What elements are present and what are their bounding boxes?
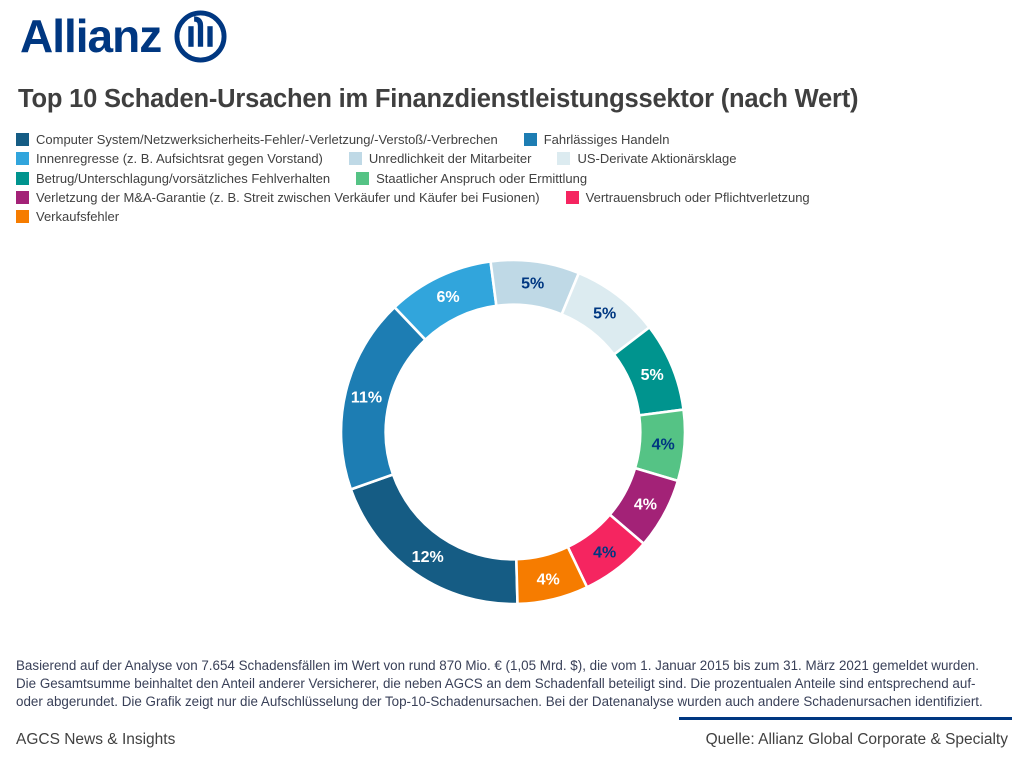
allianz-emblem-icon <box>174 10 227 63</box>
footer-source-text: Quelle: Allianz Global Corporate & Speci… <box>705 731 1008 748</box>
donut-segment-label: 4% <box>634 497 657 514</box>
donut-chart: 12% 11% 6% 5% 5% 5% 4% 4% 4% 4% <box>339 258 687 606</box>
footer-left-text: AGCS News & Insights <box>16 731 176 748</box>
legend-item: Betrug/Unterschlagung/vorsätzliches Fehl… <box>16 171 330 186</box>
legend-item: Fahrlässiges Handeln <box>523 132 670 148</box>
donut-segment-0 <box>349 472 519 606</box>
legend-item: Verkaufsfehler <box>16 209 119 224</box>
legend-row: Computer System/Netzwerksicherheits-Fehl… <box>16 130 836 149</box>
legend-label: Verletzung der M&A-Garantie (z. B. Strei… <box>36 190 540 206</box>
legend-label: Computer System/Netzwerksicherheits-Fehl… <box>36 132 498 148</box>
footer-row: AGCS News & Insights Quelle: Allianz Glo… <box>16 731 1008 749</box>
legend-item: Innenregresse (z. B. Aufsichtsrat gegen … <box>16 151 323 166</box>
legend-item: Computer System/Netzwerksicherheits-Fehl… <box>16 132 498 147</box>
donut-segment-9 <box>514 545 589 606</box>
legend-swatch-icon <box>16 191 29 205</box>
donut-segment-label: 4% <box>537 571 560 588</box>
legend-item: Verletzung der M&A-Garantie (z. B. Strei… <box>16 190 540 205</box>
allianz-logo: Allianz <box>20 8 227 63</box>
donut-segment-label: 5% <box>593 305 616 322</box>
donut-segment-label: 12% <box>412 549 444 566</box>
donut-segment-label: 5% <box>641 367 664 384</box>
legend-label: Unredlichkeit der Mitarbeiter <box>368 151 532 167</box>
legend-swatch-icon <box>16 152 29 166</box>
legend-item: Staatlicher Anspruch oder Ermittlung <box>356 171 587 186</box>
legend-label: US-Derivate Aktionärsklage <box>577 151 737 167</box>
legend-swatch-icon <box>16 210 29 224</box>
legend-swatch-icon <box>557 152 571 166</box>
footnote-line: Die Gesamtsumme beinhaltet den Anteil an… <box>16 675 976 691</box>
legend-swatch-icon <box>356 171 370 185</box>
legend-swatch-icon <box>16 133 29 147</box>
donut-segment-label: 4% <box>593 544 616 561</box>
donut-segment-label: 11% <box>351 390 382 407</box>
donut-segment-label: 4% <box>652 437 675 454</box>
chart-legend: Computer System/Netzwerksicherheits-Fehl… <box>16 130 836 226</box>
footnote-line: Basierend auf der Analyse von 7.654 Scha… <box>16 658 979 673</box>
footnote-line: oder abgerundet. Die Grafik zeigt nur di… <box>16 693 983 709</box>
legend-label: Betrug/Unterschlagung/vorsätzliches Fehl… <box>36 170 331 186</box>
legend-label: Verkaufsfehler <box>36 209 120 225</box>
legend-swatch-icon <box>523 133 537 147</box>
legend-row: Verkaufsfehler <box>16 207 836 226</box>
legend-row: Betrug/Unterschlagung/vorsätzliches Fehl… <box>16 169 836 188</box>
page-title: Top 10 Schaden-Ursachen im Finanzdienstl… <box>18 85 859 113</box>
legend-row: Verletzung der M&A-Garantie (z. B. Strei… <box>16 188 836 207</box>
legend-swatch-icon <box>16 171 29 185</box>
legend-item: US-Derivate Aktionärsklage <box>557 151 736 166</box>
legend-swatch-icon <box>348 152 362 166</box>
legend-swatch-icon <box>565 191 579 205</box>
legend-label: Staatlicher Anspruch oder Ermittlung <box>376 170 588 186</box>
donut-segment-label: 5% <box>521 275 544 292</box>
legend-row: Innenregresse (z. B. Aufsichtsrat gegen … <box>16 149 836 168</box>
legend-label: Innenregresse (z. B. Aufsichtsrat gegen … <box>36 151 323 167</box>
footnote: Basierend auf der Analyse von 7.654 Scha… <box>16 657 983 710</box>
donut-segment-label: 6% <box>437 289 460 306</box>
legend-label: Fahrlässiges Handeln <box>543 132 670 148</box>
legend-item: Unredlichkeit der Mitarbeiter <box>348 151 532 167</box>
allianz-wordmark: Allianz <box>20 9 162 62</box>
legend-label: Vertrauensbruch oder Pflichtverletzung <box>585 190 810 206</box>
legend-item: Vertrauensbruch oder Pflichtverletzung <box>565 190 810 206</box>
source-divider-line <box>679 717 1012 720</box>
